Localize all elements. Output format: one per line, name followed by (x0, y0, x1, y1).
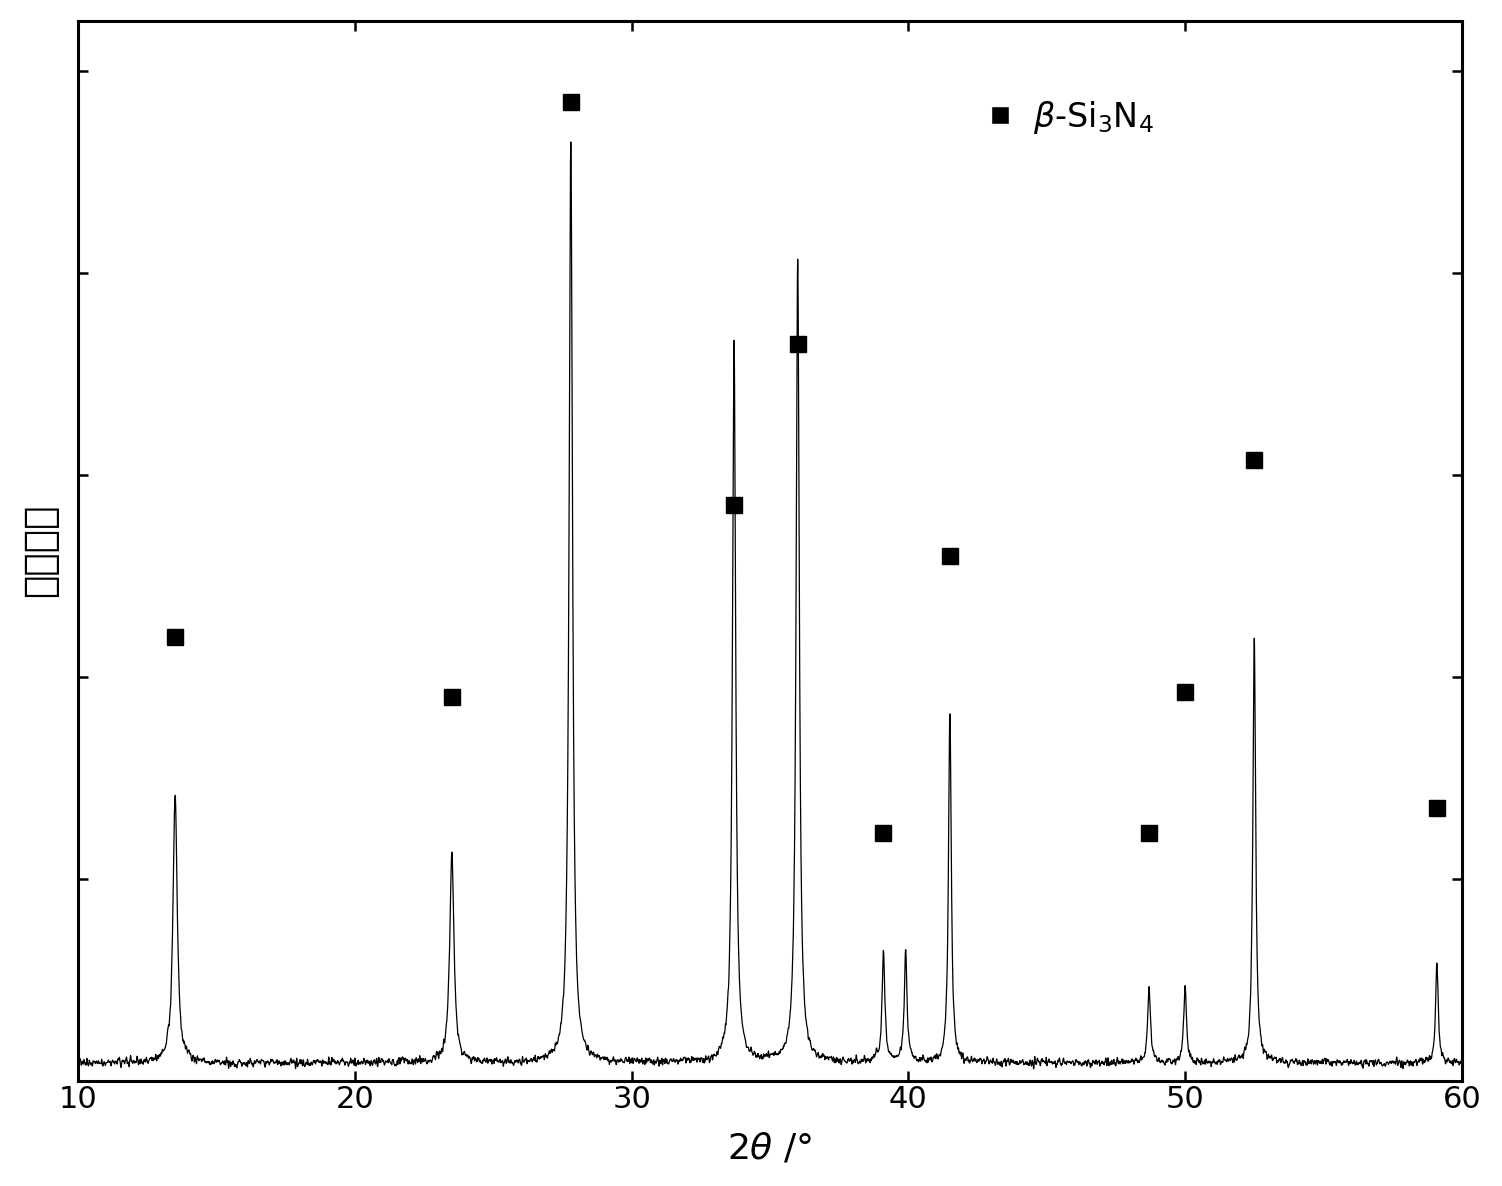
X-axis label: $2\theta$ /$\degree$: $2\theta$ /$\degree$ (727, 1131, 813, 1165)
Legend: $\beta$-Si$_3$N$_4$: $\beta$-Si$_3$N$_4$ (973, 85, 1167, 149)
Y-axis label: 相对强度: 相对强度 (21, 504, 59, 598)
